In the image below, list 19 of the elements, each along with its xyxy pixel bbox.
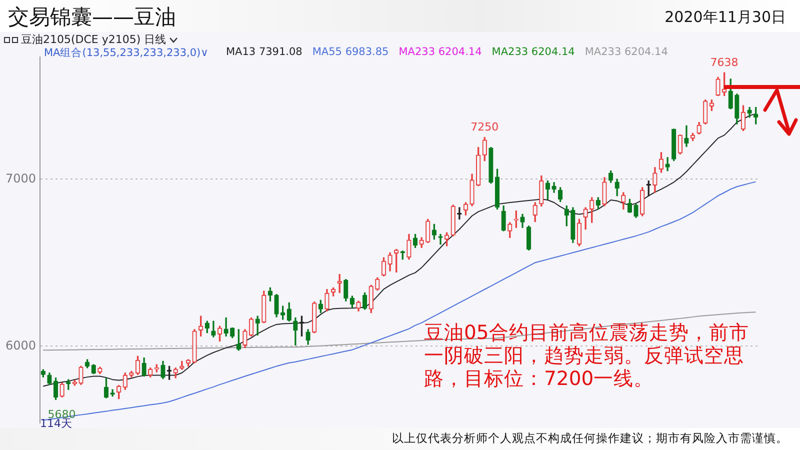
text: MA233 6204.14 <box>584 46 668 58</box>
text: 以上仅代表分析师个人观点不构成任何操作建议；期市有风险入市需谨慎。 <box>392 431 788 446</box>
y-tick-label: 6000 <box>5 338 36 352</box>
chart-subtitle: 豆油2105(DCE y2105) 日线 <box>21 32 166 47</box>
candlestick <box>684 125 689 147</box>
text: 2020年11月30日 <box>664 8 786 27</box>
chart-title: 交易锦囊——豆油 <box>8 4 176 31</box>
annotation: MA组合(13,55,233,233,233,0)∨ <box>44 46 208 60</box>
text: MA13 7391.08 <box>226 46 302 58</box>
candlestick <box>665 157 670 172</box>
candlestick <box>224 317 228 336</box>
legend-label: MA233 6204.14 <box>398 46 482 58</box>
annotation: 7638 <box>710 56 738 69</box>
legend-label: MA233 6204.14 <box>492 46 575 58</box>
annotation: 豆油05合约目前高位震荡走势，前市一阴破三阳，趋势走弱。反弹试空思路，目标位：7200一线。 <box>424 321 750 390</box>
y-tick-label: 7000 <box>5 171 36 186</box>
text: MA55 6983.85 <box>312 46 389 58</box>
annotation: 114天 <box>40 417 72 431</box>
annotation: 7250 <box>470 120 499 134</box>
